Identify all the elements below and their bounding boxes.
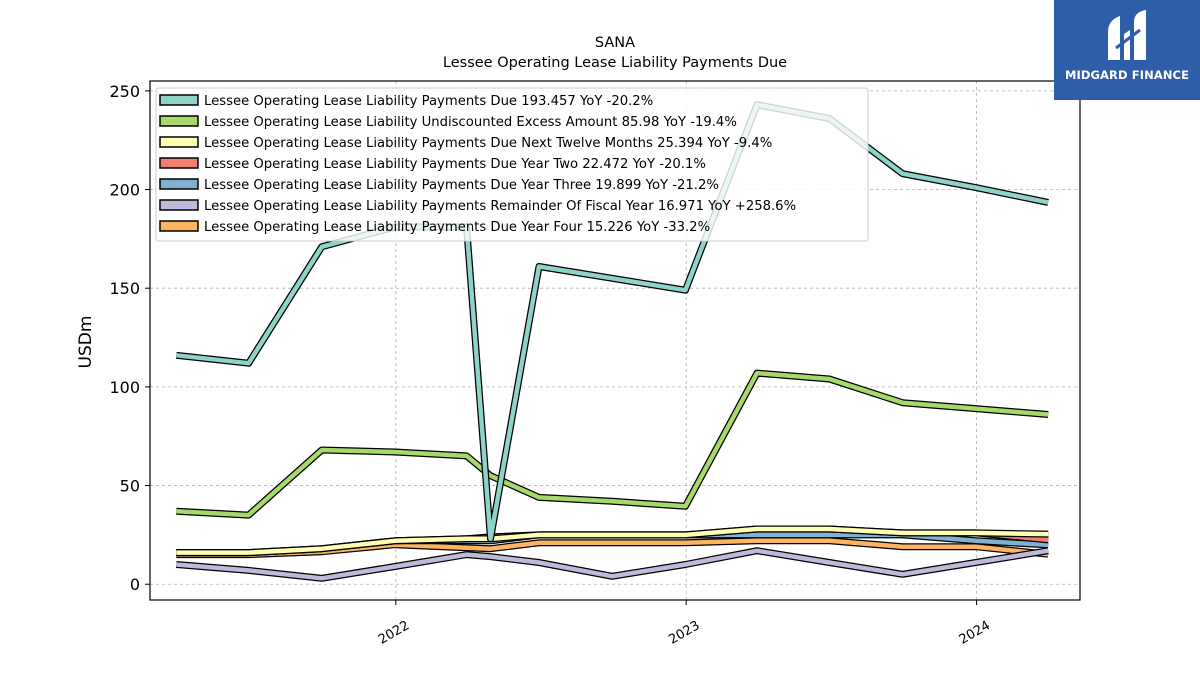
- legend-label: Lessee Operating Lease Liability Payment…: [204, 94, 653, 109]
- brand-logo: MIDGARD FINANCE: [1054, 0, 1200, 100]
- legend-swatch: [159, 178, 199, 190]
- y-tick-label: 0: [130, 575, 140, 594]
- legend-label: Lessee Operating Lease Liability Payment…: [204, 136, 772, 151]
- x-tick-label: 2023: [666, 618, 702, 648]
- chart-subtitle: Lessee Operating Lease Liability Payment…: [443, 55, 787, 71]
- legend-swatch: [159, 157, 199, 169]
- legend-swatch: [159, 220, 199, 232]
- y-tick-label: 50: [120, 477, 140, 496]
- legend-label: Lessee Operating Lease Liability Payment…: [204, 178, 719, 193]
- x-tick-label: 2022: [376, 618, 412, 648]
- series-line: [176, 526, 1049, 555]
- x-tick-label: 2024: [957, 618, 993, 648]
- legend-label: Lessee Operating Lease Liability Undisco…: [204, 115, 737, 130]
- y-tick-label: 200: [109, 181, 140, 200]
- series-line: [176, 370, 1049, 518]
- plot-frame: [149, 80, 1081, 601]
- chart-title: SANA: [595, 35, 635, 51]
- brand-name: MIDGARD FINANCE: [1064, 68, 1190, 82]
- y-axis-label: USDm: [76, 316, 96, 369]
- legend: Lessee Operating Lease Liability Payment…: [155, 87, 869, 242]
- series-line: [176, 548, 1049, 581]
- legend-swatch: [159, 199, 199, 211]
- legend-label: Lessee Operating Lease Liability Payment…: [204, 157, 706, 172]
- legend-label: Lessee Operating Lease Liability Payment…: [204, 220, 710, 235]
- series-lines: [175, 101, 1049, 582]
- legend-label: Lessee Operating Lease Liability Payment…: [204, 199, 796, 214]
- legend-swatch: [159, 94, 199, 106]
- x-axis: 2022 2023 2024: [376, 600, 993, 648]
- brand-logo-mark-icon: [1108, 10, 1146, 60]
- y-tick-label: 250: [109, 82, 140, 101]
- series-line: [176, 102, 1049, 542]
- legend-swatch: [159, 136, 199, 148]
- series-line-outline: [176, 369, 1049, 519]
- y-tick-label: 100: [109, 378, 140, 397]
- legend-box: [155, 87, 869, 242]
- y-axis: 0 50 100 150 200 250: [109, 82, 150, 594]
- legend-swatch: [159, 115, 199, 127]
- y-tick-label: 150: [109, 279, 140, 298]
